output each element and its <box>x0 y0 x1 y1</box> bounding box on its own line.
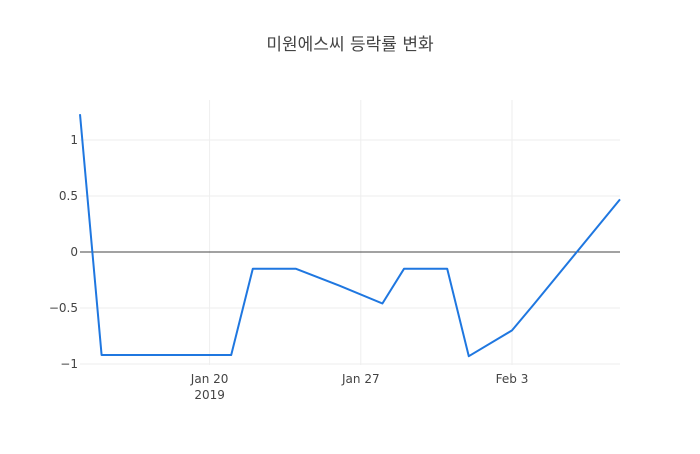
x-tick-label: Jan 20 <box>190 372 229 386</box>
y-tick-label: −1 <box>60 357 78 371</box>
x-tick-label: Jan 27 <box>341 372 380 386</box>
y-tick-label: 0.5 <box>59 189 78 203</box>
x-tick-labels: Jan 20 2019 Jan 27 Feb 3 <box>190 372 529 402</box>
y-tick-label: 0 <box>70 245 78 259</box>
y-tick-label: 1 <box>70 133 78 147</box>
series-line <box>79 114 621 358</box>
x-tick-label: Feb 3 <box>496 372 529 386</box>
y-tick-label: −0.5 <box>49 301 78 315</box>
series-layer <box>79 114 621 358</box>
x-tick-sublabel: 2019 <box>194 388 225 402</box>
y-tick-labels: 1 0.5 0 −0.5 −1 <box>49 133 78 371</box>
chart-title: 미원에스씨 등락률 변화 <box>266 35 434 55</box>
